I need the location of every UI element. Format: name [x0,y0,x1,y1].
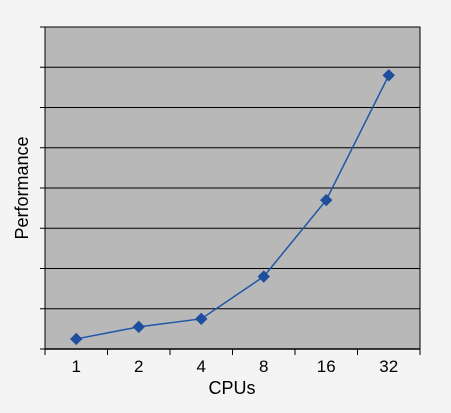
series-line [76,74,390,340]
x-tick-label: 1 [72,357,81,376]
x-tick-label: 16 [317,357,336,376]
axes [40,26,421,355]
y-axis-label: Performance [12,136,32,239]
data-point-marker [257,270,270,283]
x-tick-label: 4 [197,357,206,376]
data-point-marker [70,332,83,346]
x-tick-label: 8 [259,357,268,376]
data-point-marker [195,312,208,326]
data-point-marker [382,69,395,82]
x-tick-label: 32 [379,357,398,376]
series [70,69,395,346]
x-tick-labels: 1 2 4 8 16 32 [72,357,399,376]
x-axis-label: CPUs [208,378,255,398]
x-tick-label: 2 [134,357,143,376]
data-point-marker [320,193,333,207]
gridlines [45,66,420,310]
data-point-marker [132,320,145,334]
